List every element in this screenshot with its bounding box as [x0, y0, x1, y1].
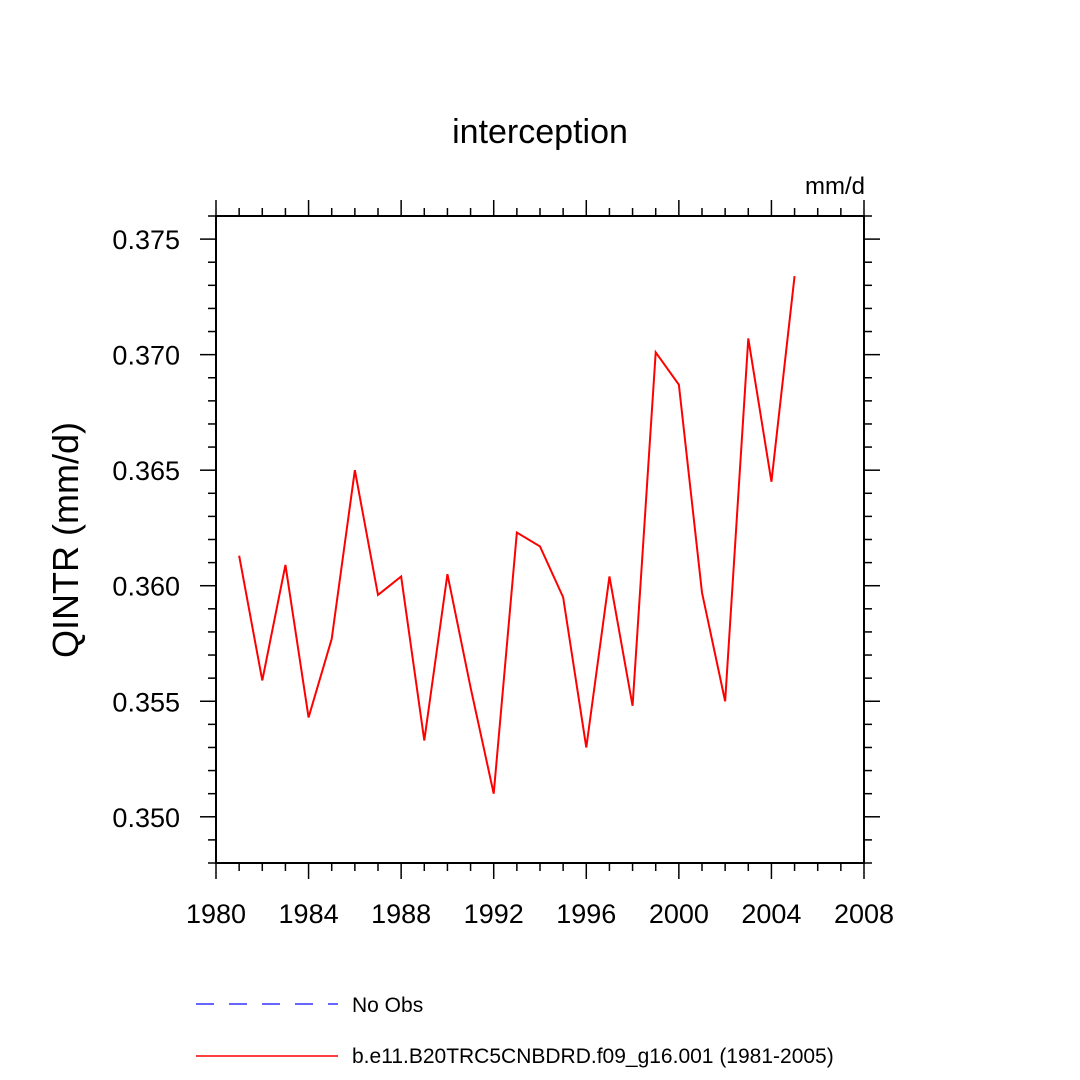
- series-layer: [238, 275, 796, 794]
- units-label: mm/d: [805, 173, 865, 200]
- y-axis-label: QINTR (mm/d): [45, 422, 86, 658]
- x-tick-label: 1996: [556, 899, 616, 929]
- x-tick-label: 1992: [464, 899, 524, 929]
- y-tick-label: 0.375: [112, 225, 180, 255]
- legend-label-no-obs: No Obs: [352, 994, 423, 1017]
- chart-title: interception: [452, 113, 628, 151]
- x-tick-label: 2008: [834, 899, 894, 929]
- y-tick-label: 0.360: [112, 572, 180, 602]
- legend: No Obs b.e11.B20TRC5CNBDRD.f09_g16.001 (…: [196, 994, 834, 1068]
- x-tick-label: 1988: [371, 899, 431, 929]
- y-tick-label: 0.365: [112, 456, 180, 486]
- x-tick-label: 2000: [649, 899, 709, 929]
- x-tick-label: 1984: [279, 899, 339, 929]
- y-tick-label: 0.355: [112, 687, 180, 717]
- legend-label-model: b.e11.B20TRC5CNBDRD.f09_g16.001 (1981-20…: [352, 1045, 834, 1068]
- x-axis-ticks: 1980 1984 1988 1992 1996 2000 2004 2008: [186, 200, 894, 929]
- series-line: [238, 275, 796, 794]
- y-tick-label: 0.350: [112, 803, 180, 833]
- x-tick-label: 1980: [186, 899, 246, 929]
- y-tick-label: 0.370: [112, 341, 180, 371]
- plot-frame: [215, 215, 865, 864]
- y-axis-ticks: 0.350 0.355 0.360 0.365 0.370 0.375: [112, 215, 880, 864]
- x-tick-label: 2004: [741, 899, 801, 929]
